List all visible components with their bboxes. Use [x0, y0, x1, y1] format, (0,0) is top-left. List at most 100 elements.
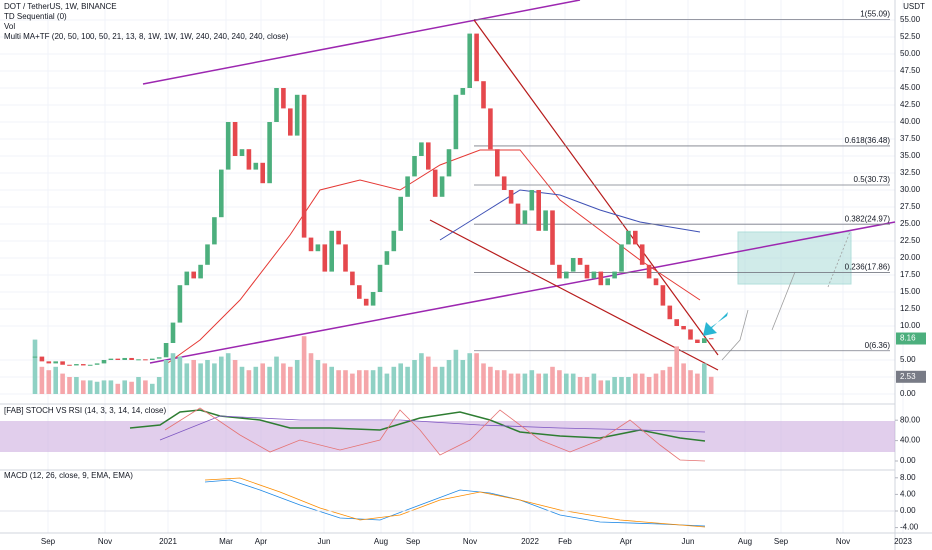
- volume-bar: [274, 356, 279, 394]
- y-tick-label: 80.00: [900, 415, 921, 424]
- volume-bar: [639, 373, 645, 394]
- fib-label: 0.382(24.97): [845, 214, 891, 223]
- candle: [115, 358, 121, 360]
- candle: [391, 230, 397, 252]
- fib-label: 0.236(17.86): [845, 263, 891, 272]
- volume-bar: [591, 373, 597, 394]
- volume-bar: [267, 366, 272, 394]
- volume-bar: [163, 360, 169, 394]
- x-tick-label: Sep: [406, 537, 421, 546]
- volume-bar: [350, 373, 355, 394]
- y-tick-label: 22.50: [900, 236, 921, 245]
- y-tick-label: 47.50: [900, 66, 921, 75]
- candle: [432, 169, 438, 197]
- candle: [288, 108, 293, 136]
- candle: [564, 271, 569, 279]
- volume-bar: [150, 383, 155, 394]
- candle: [170, 322, 176, 343]
- price-tag-label: 8.16: [900, 334, 916, 343]
- volume-bar: [633, 373, 638, 394]
- candle: [681, 326, 686, 330]
- y-tick-label: 10.00: [900, 321, 921, 330]
- volume-bar: [570, 373, 576, 394]
- candle: [163, 343, 169, 358]
- volume-bar: [336, 370, 341, 394]
- candle: [384, 251, 390, 265]
- volume-bar: [460, 360, 466, 394]
- x-tick-label: 2021: [159, 537, 177, 546]
- volume-bar: [446, 360, 452, 394]
- volume-bar: [87, 380, 93, 394]
- volume-bar: [357, 370, 362, 394]
- volume-bar: [439, 366, 445, 394]
- candle: [246, 149, 252, 170]
- candle: [488, 108, 493, 150]
- volume-bar: [198, 363, 203, 394]
- y-tick-label: 25.00: [900, 219, 921, 228]
- y-tick-label: 40.00: [900, 117, 921, 126]
- volume-bar: [191, 360, 196, 394]
- candle: [370, 292, 376, 306]
- volume-bar: [550, 366, 555, 394]
- candle: [212, 217, 217, 245]
- y-tick-label: 17.50: [900, 270, 921, 279]
- volume-bar: [405, 366, 410, 394]
- volume-bar: [626, 377, 631, 394]
- volume-bar: [688, 370, 693, 394]
- volume-bar: [702, 363, 707, 394]
- volume-bar: [612, 377, 617, 394]
- candle: [308, 237, 314, 252]
- volume-tag: [896, 370, 926, 383]
- candle: [225, 122, 231, 170]
- volume-bar: [315, 360, 321, 394]
- volume-bar: [488, 366, 493, 394]
- candle: [150, 358, 155, 360]
- arrow: [721, 309, 749, 361]
- volume-bar: [239, 366, 245, 394]
- volume-bar: [564, 373, 569, 394]
- volume-bar: [177, 356, 183, 394]
- candle: [329, 230, 334, 272]
- volume-bar: [508, 373, 514, 394]
- volume-bar: [674, 346, 679, 394]
- signal-line: [204, 477, 706, 528]
- x-tick-label: Aug: [738, 537, 752, 546]
- candle: [267, 122, 272, 184]
- candle: [336, 230, 341, 245]
- candle: [39, 356, 45, 362]
- x-tick-label: Nov: [836, 537, 850, 546]
- x-tick-label: Mar: [219, 537, 233, 546]
- candle: [481, 81, 486, 109]
- trendline: [142, 0, 581, 85]
- volume-bar: [432, 366, 438, 394]
- candle: [94, 363, 100, 365]
- candle: [626, 230, 631, 245]
- y-tick-label: 12.50: [900, 304, 921, 313]
- volume-bar: [212, 363, 217, 394]
- candle: [495, 149, 500, 177]
- volume-bar: [481, 363, 486, 394]
- volume-bar: [412, 360, 417, 394]
- volume-bar: [143, 380, 148, 394]
- candle: [53, 361, 58, 364]
- x-tick-label: Sep: [774, 537, 789, 546]
- candle: [260, 162, 265, 184]
- y-tick-label: 30.00: [900, 185, 921, 194]
- volume-bar: [653, 373, 659, 394]
- volume-bar: [370, 370, 376, 394]
- candle: [646, 264, 652, 279]
- y-tick-label: 4.00: [900, 490, 916, 499]
- volume-bar: [32, 339, 38, 394]
- volume-bar: [67, 377, 72, 394]
- volume-bar: [419, 353, 424, 394]
- volume-bar: [136, 377, 141, 394]
- fib-label: 1(55.09): [860, 9, 890, 18]
- candle: [198, 264, 203, 279]
- candle: [74, 364, 79, 366]
- y-tick-label: 15.00: [900, 287, 921, 296]
- volume-bar: [39, 366, 45, 394]
- trendline: [473, 19, 719, 356]
- candle: [205, 244, 210, 265]
- candle: [460, 88, 466, 95]
